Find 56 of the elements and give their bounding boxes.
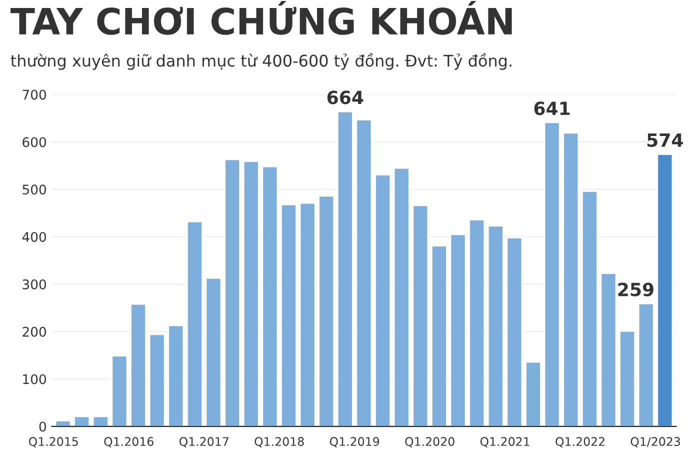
x-tick-label: Q1/2023	[630, 437, 680, 448]
bar	[299, 202, 316, 426]
bar	[130, 303, 146, 426]
bar	[393, 167, 410, 426]
x-tick-label: Q1.2022	[556, 437, 604, 448]
bar	[224, 158, 241, 426]
bar	[450, 234, 466, 426]
data-label: 574	[647, 134, 683, 147]
bar	[280, 204, 297, 426]
bar	[581, 190, 598, 426]
bar	[186, 220, 203, 426]
bar	[262, 166, 278, 426]
x-tick-label: Q1.2017	[179, 437, 228, 448]
bar	[412, 204, 429, 426]
chart-subtitle: thường xuyên giữ danh mục từ 400-600 tỷ đồng. Đvt: Tỷ đồng.	[10, 53, 512, 70]
x-tick-label: Q1.2021	[480, 437, 530, 448]
data-label: 641	[534, 102, 570, 116]
y-tick-label: 400	[22, 232, 46, 242]
data-label: 259	[618, 282, 654, 296]
x-tick-label: Q1.2016	[104, 437, 154, 448]
bar	[111, 355, 128, 426]
bar	[148, 334, 166, 426]
bar	[356, 118, 372, 426]
bar	[544, 122, 560, 426]
bar	[562, 132, 580, 426]
x-tick-label: Q1.2019	[330, 437, 380, 448]
bar	[525, 361, 542, 426]
x-tick-label: Q1.2020	[405, 437, 454, 448]
bar	[638, 302, 654, 426]
y-tick-label: 0	[39, 422, 46, 432]
y-tick-label: 600	[22, 137, 46, 148]
y-tick-label: 200	[22, 326, 46, 337]
bar	[168, 324, 184, 426]
bar	[318, 195, 335, 426]
x-tick-label: Q1.2015	[28, 437, 78, 448]
bar	[374, 174, 391, 426]
bar	[468, 218, 486, 426]
bar	[205, 277, 222, 426]
bar	[487, 225, 504, 426]
y-tick-label: 700	[22, 90, 46, 100]
x-tick-label: Q1.2018	[254, 437, 304, 448]
chart-title: TAY CHƠI CHỨNG KHOÁN	[10, 0, 512, 35]
bar	[54, 420, 72, 426]
data-label: 664	[327, 90, 364, 104]
bar	[92, 416, 109, 426]
y-tick-label: 100	[23, 374, 46, 384]
bar	[656, 154, 674, 426]
bar	[242, 160, 260, 426]
y-tick-label: 500	[22, 184, 46, 195]
y-tick-label: 300	[22, 279, 46, 290]
bar	[336, 110, 354, 426]
bar	[430, 245, 448, 426]
bar	[74, 416, 90, 426]
bar	[619, 330, 636, 426]
bar	[506, 237, 523, 426]
bar	[600, 272, 617, 426]
